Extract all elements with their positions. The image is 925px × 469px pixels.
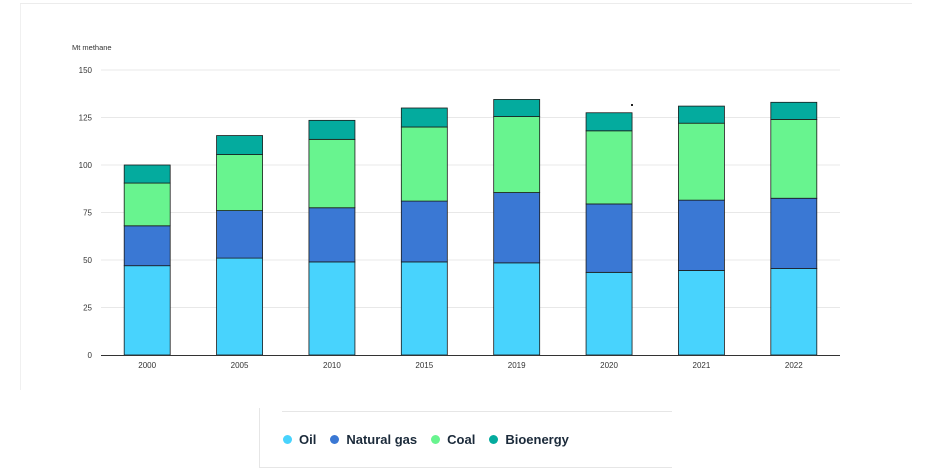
y-tick-label: 150	[79, 66, 93, 75]
legend-label: Bioenergy	[505, 432, 569, 447]
y-tick-label: 100	[79, 161, 93, 170]
x-tick-label: 2021	[693, 361, 711, 370]
bar-segment-oil-2021[interactable]	[678, 270, 725, 356]
legend-swatch-icon	[283, 435, 292, 444]
bar-segment-bioenergy-2015[interactable]	[400, 107, 448, 128]
bar-segment-coal-2000[interactable]	[123, 182, 171, 227]
bar-segment-natural-gas-2022[interactable]	[770, 197, 818, 269]
legend-item-coal[interactable]: Coal	[431, 432, 475, 447]
bar-segment-coal-2015[interactable]	[400, 126, 448, 202]
x-tick-label: 2005	[231, 361, 249, 370]
bar-segment-bioenergy-2005[interactable]	[216, 135, 263, 155]
x-tick-label: 2000	[138, 361, 156, 370]
bar-segment-natural-gas-2015[interactable]	[400, 200, 448, 263]
bars	[123, 99, 818, 356]
legend-item-bioenergy[interactable]: Bioenergy	[489, 432, 569, 447]
stacked-bar-chart: Mt methane 0 25 50 75 100 125 150 2000 2005 2010…	[72, 43, 840, 370]
y-axis-title: Mt methane	[72, 43, 112, 52]
y-tick-label: 125	[79, 114, 93, 123]
x-tick-label: 2020	[600, 361, 618, 370]
bar-segment-bioenergy-2020[interactable]	[585, 112, 633, 132]
stray-mark	[631, 104, 633, 106]
bar-segment-oil-2010[interactable]	[308, 261, 356, 356]
chart-panel	[20, 4, 913, 390]
x-tick-labels: 2000 2005 2010 2015 2019 2020 2021 2022	[138, 361, 803, 370]
legend: Oil Natural gas Coal Bioenergy	[259, 408, 672, 468]
bar-segment-oil-2005[interactable]	[216, 257, 263, 356]
x-tick-label: 2015	[415, 361, 433, 370]
legend-item-natural-gas[interactable]: Natural gas	[330, 432, 417, 447]
bar-segment-coal-2021[interactable]	[678, 122, 725, 201]
y-tick-label: 75	[83, 209, 92, 218]
bar-segment-bioenergy-2019[interactable]	[493, 99, 541, 117]
x-tick-label: 2022	[785, 361, 803, 370]
legend-label: Oil	[299, 432, 317, 447]
y-tick-label: 25	[83, 304, 92, 313]
bar-segment-oil-2015[interactable]	[400, 261, 448, 356]
legend-swatch-icon	[489, 435, 499, 444]
bar-segment-coal-2022[interactable]	[770, 119, 818, 199]
bar-segment-oil-2020[interactable]	[585, 271, 633, 356]
bar-segment-natural-gas-2019[interactable]	[493, 192, 541, 264]
bar-segment-oil-2000[interactable]	[123, 265, 171, 356]
y-tick-labels: 0 25 50 75 100 125 150	[79, 66, 93, 360]
legend-label: Coal	[447, 432, 476, 447]
legend-swatch-icon	[431, 435, 441, 444]
y-tick-label: 0	[88, 351, 93, 360]
bar-segment-natural-gas-2000[interactable]	[123, 225, 171, 267]
bar-segment-natural-gas-2005[interactable]	[216, 210, 263, 259]
bar-segment-oil-2022[interactable]	[770, 268, 818, 356]
legend-label: Natural gas	[346, 432, 418, 447]
legend-item-oil[interactable]: Oil	[283, 432, 316, 447]
bar-segment-coal-2019[interactable]	[493, 116, 541, 193]
gridlines	[101, 69, 840, 308]
bar-segment-coal-2010[interactable]	[308, 138, 356, 209]
bar-segment-natural-gas-2021[interactable]	[678, 199, 725, 271]
legend-items: Oil Natural gas Coal Bioenergy	[283, 432, 583, 447]
bar-segment-oil-2019[interactable]	[493, 262, 541, 356]
bar-segment-bioenergy-2021[interactable]	[678, 105, 725, 124]
bar-segment-coal-2020[interactable]	[585, 130, 633, 205]
x-tick-label: 2019	[508, 361, 526, 370]
bar-segment-bioenergy-2022[interactable]	[770, 101, 818, 120]
bar-segment-natural-gas-2020[interactable]	[585, 203, 633, 273]
bar-segment-bioenergy-2010[interactable]	[308, 119, 356, 140]
bar-segment-bioenergy-2000[interactable]	[123, 164, 171, 184]
legend-divider	[282, 411, 672, 412]
bar-segment-coal-2005[interactable]	[216, 154, 263, 212]
bar-segment-natural-gas-2010[interactable]	[308, 207, 356, 263]
x-tick-label: 2010	[323, 361, 341, 370]
y-tick-label: 50	[83, 256, 92, 265]
legend-swatch-icon	[330, 435, 340, 444]
top-divider	[20, 3, 912, 4]
